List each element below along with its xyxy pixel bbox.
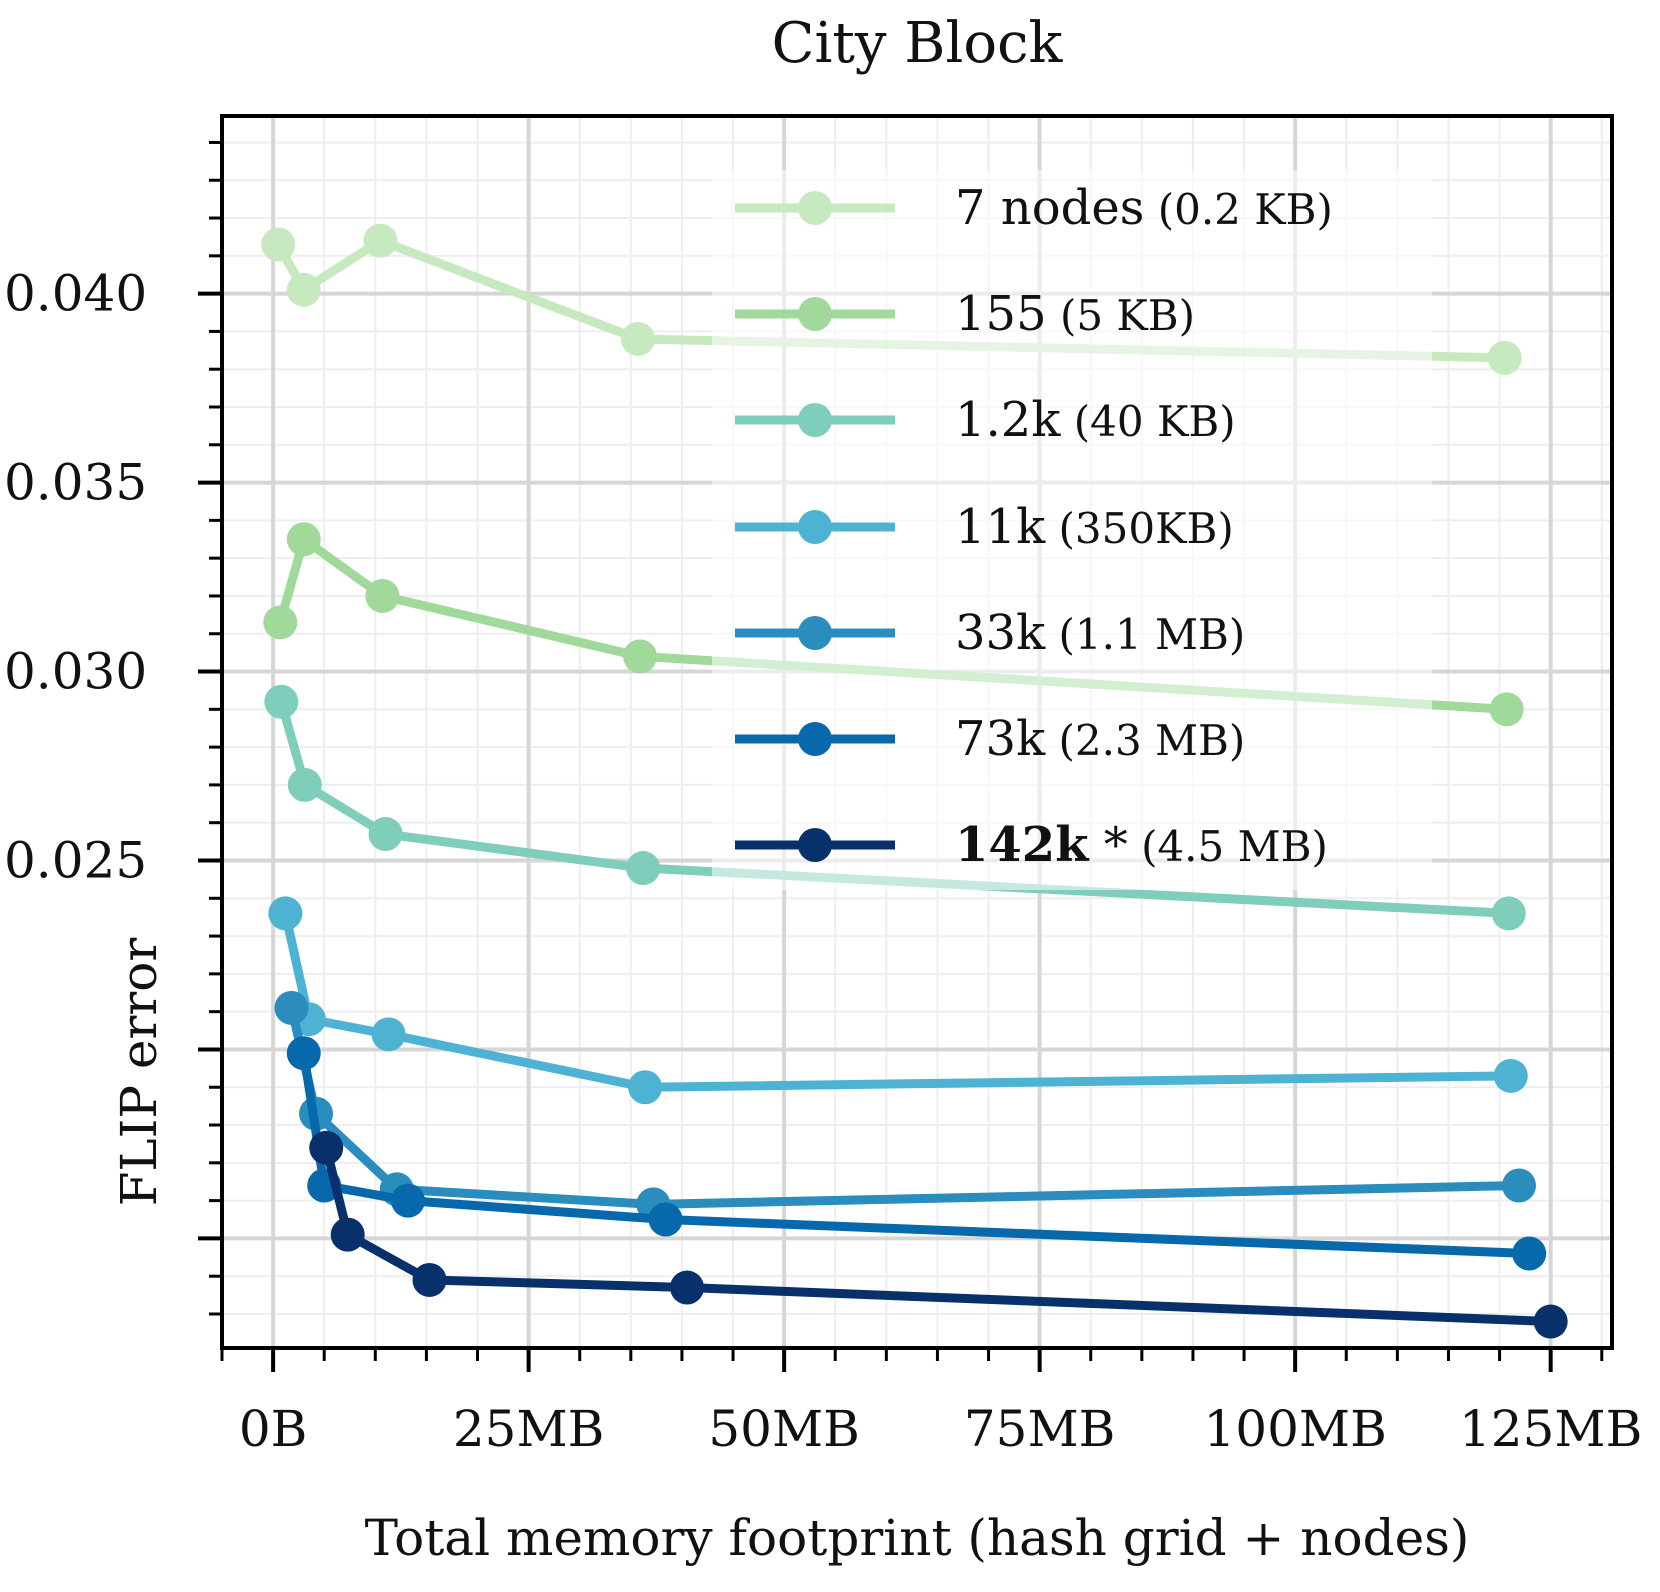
data-point	[368, 817, 403, 852]
x-tick-label: 100MB	[1203, 1400, 1386, 1458]
x-tick-label: 125MB	[1459, 1400, 1642, 1458]
data-point	[286, 1036, 321, 1071]
legend-label: 11k (350KB)	[955, 499, 1234, 555]
legend-size: (5 KB)	[1047, 291, 1195, 340]
plot-frame	[220, 114, 1614, 1350]
series-line	[280, 908, 1516, 1092]
legend-entry: 1.2k (40 KB)	[735, 392, 1236, 448]
legend-size: (350KB)	[1045, 504, 1234, 553]
x-tick-label: 0B	[239, 1400, 308, 1458]
data-point	[363, 223, 398, 258]
y-tick-label: 0.040	[4, 265, 147, 323]
legend-name: 1.2k	[955, 392, 1061, 448]
legend-size: (0.2 KB)	[1144, 185, 1333, 234]
legend-name: 155	[955, 286, 1047, 342]
data-point	[620, 321, 655, 356]
y-tick-label: 0.030	[4, 643, 147, 701]
y-tick-label: 0.025	[4, 831, 147, 889]
series-line	[287, 1003, 1524, 1209]
chart-title: City Block	[772, 11, 1064, 76]
data-point	[274, 990, 309, 1025]
data-point	[287, 767, 322, 802]
legend-marker	[798, 828, 832, 862]
y-axis-label: FLIP error	[110, 938, 168, 1207]
legend-label: 73k (2.3 MB)	[955, 711, 1245, 767]
legend-label: 7 nodes (0.2 KB)	[955, 180, 1333, 236]
data-point	[626, 851, 661, 886]
data-point	[623, 639, 658, 674]
legend-marker	[798, 510, 832, 544]
legend-label: 1.2k (40 KB)	[955, 392, 1236, 448]
legend-label: 142k * (4.5 MB)	[955, 817, 1328, 873]
data-point	[648, 1202, 683, 1237]
legend-label: 33k (1.1 MB)	[955, 605, 1245, 661]
data-point	[268, 896, 303, 931]
data-point	[1487, 340, 1522, 375]
data-point	[261, 227, 296, 262]
series-7	[309, 1130, 1568, 1339]
data-point	[412, 1262, 447, 1297]
series-6	[286, 1036, 1547, 1271]
x-axis-ticks: 0B 25MB 50MB 75MB 100MB 125MB	[220, 1348, 1642, 1458]
legend-name: 7 nodes	[955, 180, 1144, 236]
data-point	[330, 1217, 365, 1252]
legend-size: (1.1 MB)	[1045, 610, 1245, 659]
legend-entry: 142k * (4.5 MB)	[735, 817, 1328, 873]
legend-marker	[798, 616, 832, 650]
legend-marker	[798, 722, 832, 756]
x-tick-label: 25MB	[453, 1400, 605, 1458]
legend-entry: 155 (5 KB)	[735, 286, 1195, 342]
legend-marker	[798, 403, 832, 437]
legend-entry: 11k (350KB)	[735, 499, 1234, 555]
data-point	[1533, 1304, 1568, 1339]
legend-star: *	[1088, 817, 1127, 873]
legend-size: (4.5 MB)	[1128, 822, 1328, 871]
legend-size: (40 KB)	[1060, 397, 1235, 446]
x-axis-label: Total memory footprint (hash grid + node…	[365, 1509, 1470, 1567]
data-point	[264, 684, 299, 719]
data-point	[309, 1130, 344, 1165]
x-tick-label: 75MB	[964, 1400, 1116, 1458]
data-point	[1489, 692, 1524, 727]
data-point	[391, 1183, 426, 1218]
data-point	[1493, 1058, 1528, 1093]
data-point	[1491, 896, 1526, 931]
legend-entry: 7 nodes (0.2 KB)	[735, 180, 1333, 236]
y-tick-label: 0.035	[4, 454, 147, 512]
data-point	[1501, 1168, 1536, 1203]
x-tick-label: 50MB	[708, 1400, 860, 1458]
data-point	[1512, 1236, 1547, 1271]
data-point	[371, 1017, 406, 1052]
data-point	[628, 1070, 663, 1105]
y-axis-ticks: 0.025 0.030 0.035 0.040	[4, 140, 222, 1316]
legend-marker	[798, 297, 832, 331]
data-point	[365, 578, 400, 613]
legend-label: 155 (5 KB)	[955, 286, 1195, 342]
legend: 7 nodes (0.2 KB) 155 (5 KB) 1.2k (40 KB) 11…	[712, 170, 1432, 890]
data-point	[286, 272, 321, 307]
legend-name: 73k	[955, 711, 1046, 767]
data-point	[286, 522, 321, 557]
series-4	[268, 896, 1528, 1105]
legend-name: 33k	[955, 605, 1046, 661]
data-point	[670, 1270, 705, 1305]
data-point	[263, 605, 298, 640]
legend-marker	[798, 191, 832, 225]
legend-name: 11k	[955, 499, 1046, 555]
legend-size: (2.3 MB)	[1045, 716, 1245, 765]
legend-name: 142k	[955, 817, 1090, 873]
legend-entry: 33k (1.1 MB)	[735, 605, 1245, 661]
legend-entry: 73k (2.3 MB)	[735, 711, 1245, 767]
